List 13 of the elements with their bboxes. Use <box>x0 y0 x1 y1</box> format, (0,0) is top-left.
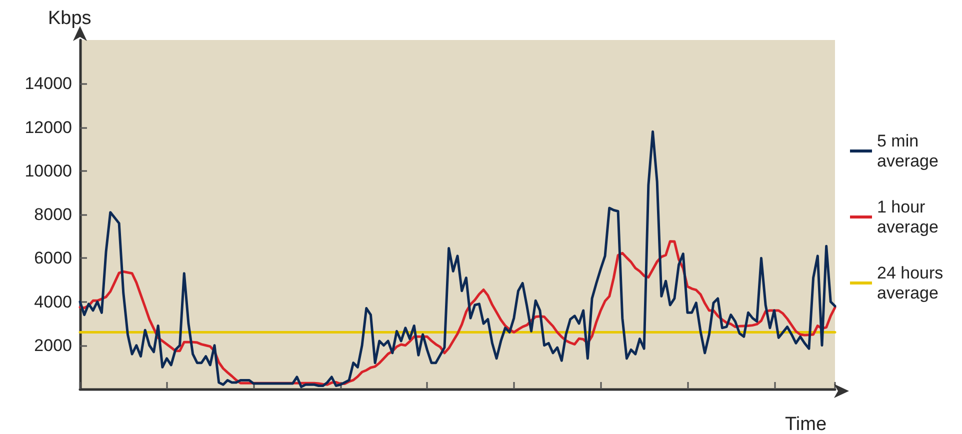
y-tick-label: 8000 <box>34 205 72 224</box>
legend-label: 5 min average <box>877 132 938 170</box>
y-tick-label: 2000 <box>34 336 72 355</box>
legend-label: 24 hours average <box>877 264 948 302</box>
x-axis-title: Time <box>785 414 827 434</box>
y-tick-label: 10000 <box>24 161 72 180</box>
y-tick-label: 12000 <box>24 118 72 137</box>
y-tick-label: 14000 <box>24 74 72 94</box>
legend-label: 1 hour average <box>877 198 938 236</box>
y-tick-label: 4000 <box>34 292 72 312</box>
line-series <box>78 130 836 388</box>
y-axis-title: Kbps <box>48 8 92 29</box>
y-tick-label: 6000 <box>34 248 72 268</box>
